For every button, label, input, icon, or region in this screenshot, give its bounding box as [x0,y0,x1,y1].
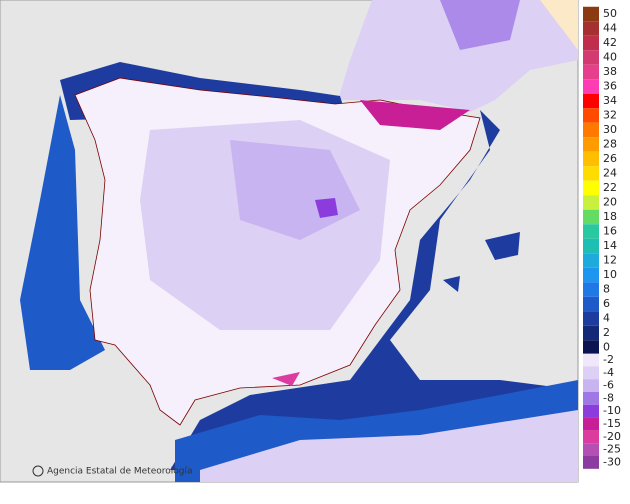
legend-swatch [583,238,599,254]
legend-label: 0 [603,341,610,354]
legend-label: 28 [603,138,617,151]
legend-swatch [583,430,599,444]
cold-area [440,0,520,50]
legend-swatch [583,267,599,283]
legend-label: 30 [603,123,617,136]
legend-swatch [583,108,599,123]
legend-swatch [583,35,599,51]
legend-swatch [583,6,599,22]
legend-swatch [583,417,599,431]
legend-label: 18 [603,210,617,223]
legend-label: 22 [603,181,617,194]
legend-label: 8 [603,283,610,296]
legend-label: 20 [603,196,617,209]
legend-label: -8 [603,391,614,404]
legend-label: 16 [603,225,617,238]
legend-label: -20 [603,430,621,443]
legend-swatch [583,224,599,239]
map: Agencia Estatal de Meteorología [0,0,579,483]
legend-label: 34 [603,94,617,107]
legend-label: 38 [603,65,617,78]
legend-swatch [583,392,599,405]
legend-label: -6 [603,379,614,392]
legend-swatch [583,137,599,152]
cold-area [272,372,300,386]
land-edge [540,0,578,50]
legend-label: 12 [603,254,617,267]
legend-label: 32 [603,109,617,122]
credit: Agencia Estatal de Meteorología [47,467,193,477]
legend-swatch [583,325,599,341]
legend-label: 42 [603,36,617,49]
legend-label: 40 [603,51,617,64]
africa [200,410,578,482]
legend-label: -25 [603,443,621,456]
legend-swatch [583,253,599,268]
legend-swatch [583,353,599,367]
legend-label: 6 [603,297,610,310]
island [443,276,460,292]
legend-swatch [583,64,599,80]
legend-label: -10 [603,404,621,417]
legend-label: -2 [603,353,614,366]
legend-swatch [583,296,599,312]
legend-swatch [583,151,599,167]
copyright-icon [32,465,44,477]
legend-swatch [583,443,599,456]
coastal-sea [170,110,578,470]
legend-label: 2 [603,326,610,339]
legend-swatch [583,166,599,181]
legend-swatch [583,282,599,297]
legend-swatch [583,366,599,380]
legend-label: 10 [603,268,617,281]
island [485,232,520,260]
legend-swatch [583,21,599,36]
legend-swatch [583,93,599,109]
legend-label: -15 [603,417,621,430]
legend-label: 26 [603,152,617,165]
legend-label: 24 [603,167,617,180]
legend-swatch [583,122,599,138]
legend-label: 14 [603,239,617,252]
legend-label: 44 [603,22,617,35]
legend-label: 36 [603,80,617,93]
legend-swatch [583,340,599,355]
legend-swatch [583,195,599,210]
legend-swatch [583,209,599,225]
legend-swatch [583,311,599,326]
legend-swatch [583,379,599,392]
cold-area [360,100,470,130]
legend-label: 4 [603,312,610,325]
legend-swatch [583,404,599,418]
legend-swatch [583,50,599,65]
legend-swatch [583,456,599,469]
legend-swatch [583,180,599,196]
cold-area [315,198,338,218]
legend: 5044424038363432302826242220181614121086… [583,6,621,469]
france [338,0,578,112]
legend-label: 50 [603,7,617,20]
coastal-sea [20,95,105,370]
legend-swatch [583,79,599,94]
legend-label: -30 [603,455,621,468]
legend-label: -4 [603,366,614,379]
